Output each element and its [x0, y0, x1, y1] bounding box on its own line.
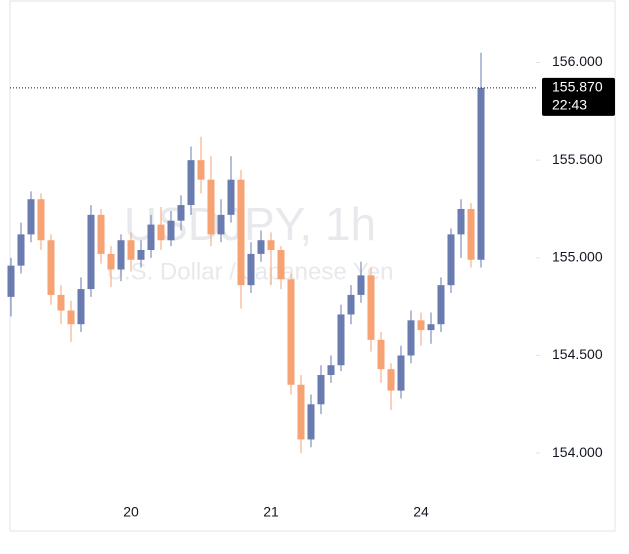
candle-body — [417, 320, 425, 331]
candle-body — [67, 310, 75, 325]
candle-body — [187, 160, 195, 206]
last-price-box — [542, 77, 615, 116]
candle-body — [117, 240, 125, 270]
x-tick-label: 20 — [123, 504, 139, 520]
candle-body — [77, 289, 85, 325]
candle-body — [267, 240, 275, 250]
candle-body — [137, 250, 145, 260]
candle-body — [427, 324, 435, 331]
candle-body — [277, 250, 285, 280]
watermark-title: USDJPY, 1h — [124, 198, 376, 250]
candle-body — [327, 365, 335, 375]
candle-body — [57, 294, 65, 311]
candle-body — [387, 369, 395, 391]
candle-body — [37, 199, 45, 241]
candle-body — [207, 179, 215, 235]
candle-body — [367, 275, 375, 340]
candle-body — [337, 314, 345, 366]
candle-body — [97, 214, 105, 254]
candle-body — [157, 224, 165, 241]
y-tick-label: 154.000 — [552, 444, 603, 460]
y-tick-label: 156.000 — [552, 53, 603, 69]
candle-body — [167, 220, 175, 241]
last-price-label: 155.870 — [552, 79, 603, 95]
candle-body — [347, 294, 355, 315]
candle-body — [307, 404, 315, 440]
candle-body — [397, 355, 405, 391]
candle-body — [447, 234, 455, 286]
candle-body — [217, 214, 225, 235]
candle-body — [237, 179, 245, 286]
candle-body — [87, 214, 95, 290]
y-tick-label: 154.500 — [552, 346, 603, 362]
x-tick-label: 24 — [413, 504, 429, 520]
candle-body — [177, 205, 185, 221]
candle-body — [357, 275, 365, 295]
candle-body — [227, 179, 235, 215]
candle-body — [127, 240, 135, 260]
candle-body — [437, 285, 445, 325]
y-tick-label: 155.000 — [552, 249, 603, 265]
candle-body — [107, 253, 115, 270]
candle-body — [147, 224, 155, 250]
candle-body — [17, 234, 25, 266]
x-tick-label: 21 — [263, 504, 279, 520]
candle-body — [457, 208, 465, 235]
candle-body — [467, 208, 475, 260]
candle-body — [197, 160, 205, 180]
last-time-label: 22:43 — [552, 97, 587, 113]
candle-body — [7, 265, 15, 297]
candle-body — [47, 240, 55, 295]
candle-body — [27, 199, 35, 235]
candle-body — [477, 87, 485, 260]
candle-body — [287, 279, 295, 385]
candle-body — [247, 253, 255, 286]
y-tick-label: 155.500 — [552, 151, 603, 167]
candle-body — [377, 339, 385, 370]
candle-body — [297, 384, 305, 440]
candle-body — [317, 375, 325, 405]
candle-body — [257, 240, 265, 254]
candle-body — [407, 320, 415, 356]
